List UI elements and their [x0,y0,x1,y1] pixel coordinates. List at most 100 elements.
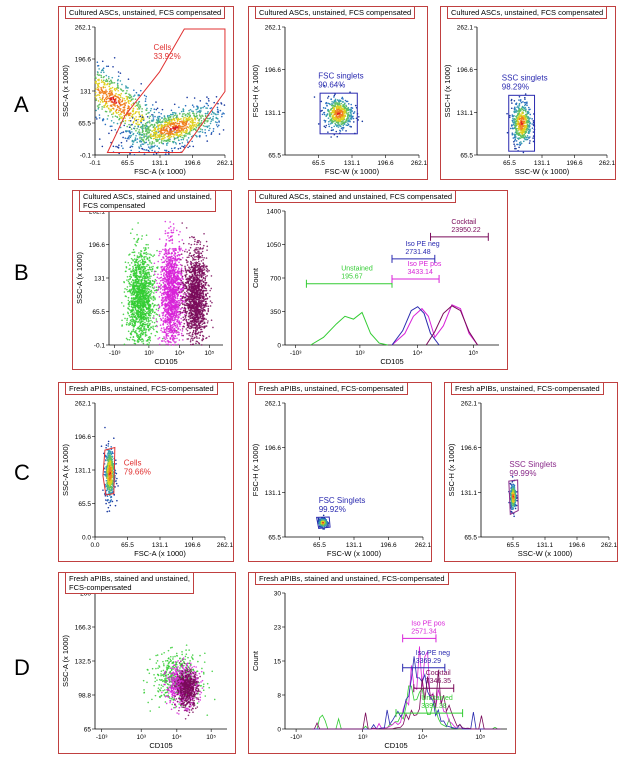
data-point [138,106,140,109]
data-point [156,128,159,131]
data-point [138,252,140,254]
data-point [177,315,179,317]
data-point [349,111,352,114]
data-point [148,136,150,138]
data-point [130,297,133,299]
data-point [511,133,514,136]
data-point [105,78,108,81]
data-point [194,121,196,124]
data-point [136,256,139,259]
data-point [337,108,340,111]
data-point [175,326,178,329]
data-point [125,270,127,273]
data-point [141,338,144,340]
data-point [518,95,521,98]
data-point [144,260,147,263]
data-point [159,317,162,320]
data-point [134,112,137,115]
data-point [157,338,159,340]
data-point [517,106,520,109]
data-point [342,108,345,111]
data-point [132,298,135,300]
data-point [141,266,143,268]
data-point [103,81,105,84]
data-point [133,117,136,120]
data-point [173,250,175,253]
data-point [354,104,357,107]
panel-a3: Cultured ASCs, unstained, FCS compensate… [440,6,616,180]
data-point [99,90,101,93]
data-point [101,145,104,148]
data-point [135,311,138,313]
data-point [526,104,528,107]
data-point [520,117,523,120]
data-point [126,275,129,278]
data-point [139,105,141,108]
data-point [321,113,324,116]
data-point [154,311,156,314]
data-point [111,125,113,128]
data-point [131,284,133,286]
data-point [95,109,97,112]
data-point [515,117,518,119]
data-point [126,286,129,288]
data-point [170,119,173,122]
data-point [138,271,141,273]
data-point [153,108,156,110]
data-point [341,97,343,100]
data-point [136,138,139,140]
data-point [119,80,122,82]
data-point [338,100,341,103]
panel-b1: Cultured ASCs, stained and unstained, FC… [72,190,232,370]
data-point [167,343,169,346]
data-point [159,291,162,293]
data-point [139,308,142,311]
data-point [140,141,142,143]
data-point [143,135,145,137]
data-point [134,285,137,288]
data-point [334,105,336,108]
data-point [128,275,131,278]
data-point [192,121,195,124]
data-point [148,338,150,341]
data-point [168,318,170,320]
data-point [341,129,344,131]
data-point [343,121,346,124]
data-point [124,261,127,263]
data-point [133,315,136,318]
data-point [128,324,130,326]
data-point [158,147,161,150]
data-point [163,131,166,134]
data-point [514,124,517,126]
data-point [175,124,177,127]
data-point [529,117,531,120]
data-point [165,308,168,310]
data-point [353,111,356,113]
data-point [153,145,155,148]
data-point [156,249,158,252]
data-point [324,107,327,110]
data-point [186,96,188,99]
data-point [129,292,132,294]
data-point [133,324,136,327]
x-tick-label: 10⁵ [204,350,214,357]
data-point [520,121,523,123]
data-point [155,286,158,288]
data-point [122,131,125,133]
data-point [347,120,349,123]
data-point [181,330,184,332]
data-point [512,119,515,121]
row-label-b: B [14,260,29,285]
data-point [174,112,177,114]
data-point [336,125,338,128]
data-point [335,114,338,117]
data-point [103,79,105,82]
data-point [343,107,346,110]
data-point [137,309,139,312]
data-point [516,110,518,112]
data-point [341,114,344,116]
data-point [165,268,168,271]
data-point [147,312,150,314]
data-point [134,264,137,266]
data-point [130,149,132,152]
